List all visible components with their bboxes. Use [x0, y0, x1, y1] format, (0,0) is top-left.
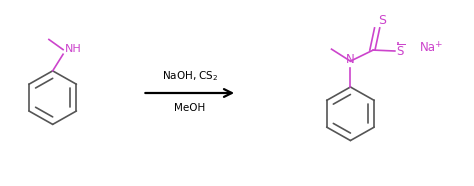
- Text: MeOH: MeOH: [174, 103, 205, 113]
- Text: +: +: [434, 40, 441, 49]
- Text: •: •: [396, 41, 400, 47]
- Text: NH: NH: [65, 44, 82, 54]
- Text: $\mathregular{\overline{S}}$: $\mathregular{\overline{S}}$: [396, 43, 406, 59]
- Text: Na: Na: [419, 41, 436, 54]
- Text: NaOH, CS$_2$: NaOH, CS$_2$: [162, 69, 218, 83]
- Text: S: S: [378, 14, 386, 27]
- Text: N: N: [346, 53, 355, 66]
